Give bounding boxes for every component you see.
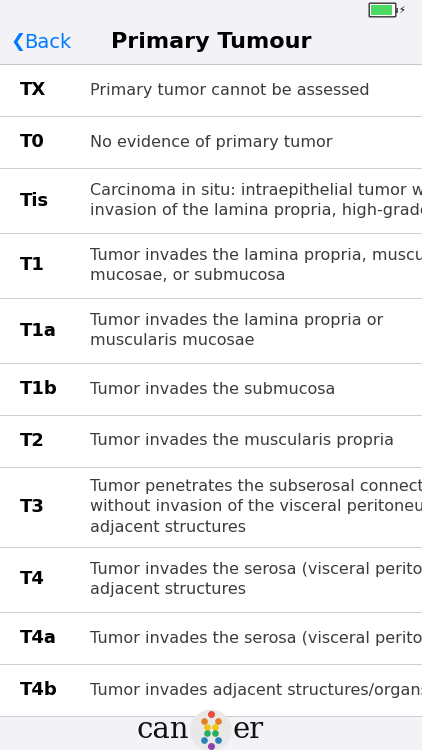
Bar [0, 0, 422, 20]
Text: ❮: ❮ [10, 33, 25, 51]
Bar [0, 116, 422, 168]
Bar [0, 20, 422, 64]
Text: Tumor invades adjacent structures/organs: Tumor invades adjacent structures/organs [90, 682, 422, 698]
Bar [0, 415, 422, 467]
Bar [0, 64, 422, 116]
Text: T1a: T1a [20, 322, 57, 340]
Text: Primary Tumour: Primary Tumour [111, 32, 311, 52]
Text: ⚡: ⚡ [398, 5, 406, 15]
Text: T4b: T4b [20, 681, 58, 699]
Bar [0, 547, 422, 612]
Bar [0, 716, 422, 750]
Text: Tumor invades the serosa (visceral peritoneum): Tumor invades the serosa (visceral perit… [90, 631, 422, 646]
Text: T1: T1 [20, 256, 45, 274]
Text: Tis: Tis [20, 191, 49, 209]
Text: Tumor invades the submucosa: Tumor invades the submucosa [90, 382, 335, 397]
Text: Tumor invades the lamina propria, muscularis
mucosae, or submucosa: Tumor invades the lamina propria, muscul… [90, 248, 422, 284]
Text: Tumor invades the lamina propria or
muscularis mucosae: Tumor invades the lamina propria or musc… [90, 313, 383, 348]
Text: T2: T2 [20, 432, 45, 450]
Text: T4a: T4a [20, 629, 57, 647]
Text: No evidence of primary tumor: No evidence of primary tumor [90, 134, 333, 149]
Bar [0, 298, 422, 363]
Text: er: er [233, 716, 264, 744]
Bar [0, 467, 422, 547]
Text: Tumor invades the serosa (visceral peritoneum) or
adjacent structures: Tumor invades the serosa (visceral perit… [90, 562, 422, 597]
Text: T3: T3 [20, 498, 45, 516]
Bar [0, 168, 422, 233]
Bar [395, 8, 398, 13]
Circle shape [191, 710, 231, 750]
Text: Primary tumor cannot be assessed: Primary tumor cannot be assessed [90, 82, 370, 98]
Bar [0, 612, 422, 664]
Text: can: can [136, 716, 189, 744]
Text: Tumor invades the muscularis propria: Tumor invades the muscularis propria [90, 433, 394, 448]
Bar [371, 5, 392, 15]
Text: TX: TX [20, 81, 46, 99]
Text: Tumor penetrates the subserosal connective tissue
without invasion of the viscer: Tumor penetrates the subserosal connecti… [90, 479, 422, 535]
Text: T0: T0 [20, 133, 45, 151]
FancyBboxPatch shape [369, 3, 396, 16]
Text: Back: Back [24, 32, 71, 52]
Text: T1b: T1b [20, 380, 58, 398]
Bar [0, 363, 422, 415]
Bar [0, 233, 422, 298]
Text: T4: T4 [20, 571, 45, 589]
Bar [0, 664, 422, 716]
Text: Carcinoma in situ: intraepithelial tumor without
invasion of the lamina propria,: Carcinoma in situ: intraepithelial tumor… [90, 183, 422, 218]
